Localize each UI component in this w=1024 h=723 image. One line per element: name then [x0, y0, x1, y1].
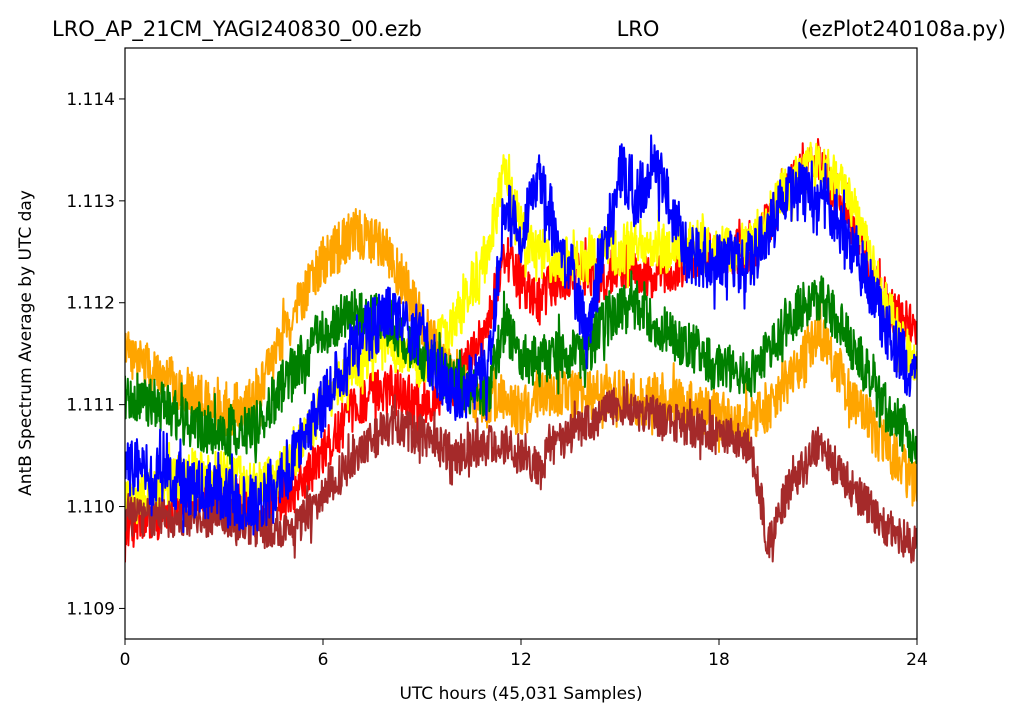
x-axis-label: UTC hours (45,031 Samples) — [399, 684, 642, 704]
y-axis-label: AntB Spectrum Average by UTC day — [16, 190, 36, 496]
series-layer — [125, 134, 917, 564]
y-tick-label: 1.110 — [66, 498, 115, 518]
header-right: (ezPlot240108a.py) — [801, 17, 1006, 41]
header-center: LRO — [617, 17, 660, 41]
y-axis-ticks: 1.109 1.110 1.111 1.112 1.113 1.114 — [66, 90, 125, 619]
series-line — [125, 208, 917, 507]
series-line — [125, 134, 917, 536]
header-left: LRO_AP_21CM_YAGI240830_00.ezb — [52, 17, 422, 42]
y-tick-label: 1.111 — [66, 396, 115, 416]
series-line — [125, 378, 917, 564]
y-tick-label: 1.112 — [66, 294, 115, 314]
y-tick-label: 1.114 — [66, 90, 115, 110]
x-axis-ticks: 0 6 12 18 24 — [120, 639, 928, 670]
series-line — [125, 270, 917, 465]
x-tick-label: 18 — [708, 650, 730, 670]
series-line — [125, 141, 917, 525]
y-tick-label: 1.109 — [66, 599, 115, 619]
x-tick-label: 12 — [510, 650, 532, 670]
x-tick-label: 6 — [318, 650, 329, 670]
x-tick-label: 24 — [906, 650, 928, 670]
x-tick-label: 0 — [120, 650, 131, 670]
y-tick-label: 1.113 — [66, 192, 115, 212]
